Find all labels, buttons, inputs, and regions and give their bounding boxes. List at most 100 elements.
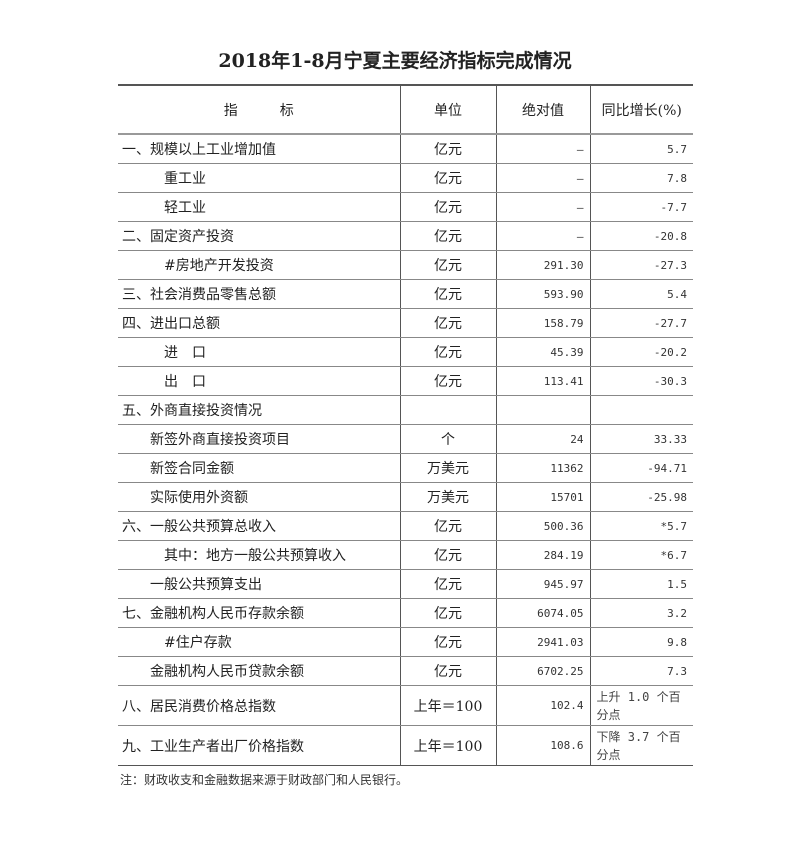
row-value: 45.39: [495, 337, 590, 367]
row-unit: 亿元: [399, 511, 496, 541]
table-header: 指 标 单位 绝对值 同比增长(%): [118, 84, 693, 135]
row-name: 六、一般公共预算总收入: [118, 511, 400, 541]
row-growth: 下降 3.7 个百分点: [589, 725, 693, 766]
row-growth: 7.8: [589, 163, 693, 193]
table-row: 九、工业生产者出厂价格指数 上年＝100 108.6 下降 3.7 个百分点: [118, 725, 693, 766]
row-name: 金融机构人民币贷款余额: [118, 656, 400, 686]
row-name: #房地产开发投资: [118, 250, 400, 280]
table-row: 一般公共预算支出 亿元 945.97 1.5: [118, 569, 693, 599]
row-growth: 9.8: [589, 627, 693, 657]
row-growth: -94.71: [589, 453, 693, 483]
page-title: 2018年1-8月宁夏主要经济指标完成情况: [218, 50, 572, 72]
row-unit: 亿元: [399, 134, 496, 164]
row-value: 284.19: [495, 540, 590, 570]
row-name: 轻工业: [118, 192, 400, 222]
row-value: 24: [495, 424, 590, 454]
table-row: 二、固定资产投资 亿元 — -20.8: [118, 221, 693, 251]
row-value: 108.6: [495, 725, 590, 766]
row-growth: *6.7: [589, 540, 693, 570]
row-value: 945.97: [495, 569, 590, 599]
row-growth: -20.2: [589, 337, 693, 367]
row-name: 七、金融机构人民币存款余额: [118, 598, 400, 628]
row-name: 进 口: [118, 337, 400, 367]
row-value: 500.36: [495, 511, 590, 541]
table-row: #住户存款 亿元 2941.03 9.8: [118, 627, 693, 657]
table-row: 实际使用外资额 万美元 15701 -25.98: [118, 482, 693, 512]
row-unit: 亿元: [399, 337, 496, 367]
row-value: 2941.03: [495, 627, 590, 657]
row-name: 出 口: [118, 366, 400, 396]
row-unit: 亿元: [399, 598, 496, 628]
row-name: 其中：地方一般公共预算收入: [118, 540, 400, 570]
row-value: —: [495, 134, 590, 164]
table-row: 新签合同金额 万美元 11362 -94.71: [118, 453, 693, 483]
table-row: 八、居民消费价格总指数 上年＝100 102.4 上升 1.0 个百分点: [118, 685, 693, 726]
indicator-table: 指 标 单位 绝对值 同比增长(%) 一、规模以上工业增加值 亿元 —5.7 重工业亿…: [118, 84, 693, 766]
row-name: 一、规模以上工业增加值: [118, 134, 400, 164]
header-unit: 单位: [399, 84, 496, 135]
row-value: —: [495, 163, 590, 193]
row-unit: 亿元: [399, 656, 496, 686]
row-growth: 5.7: [589, 134, 693, 164]
row-value: —: [495, 192, 590, 222]
row-unit: 亿元: [399, 221, 496, 251]
row-unit: 亿元: [399, 540, 496, 570]
row-unit: 亿元: [399, 627, 496, 657]
row-unit: 个: [399, 424, 496, 454]
row-growth: 33.33: [589, 424, 693, 454]
row-name: 二、固定资产投资: [118, 221, 400, 251]
table-row: 七、金融机构人民币存款余额 亿元 6074.05 3.2: [118, 598, 693, 628]
table-row: 四、进出口总额 亿元 158.79 -27.7: [118, 308, 693, 338]
row-growth: -27.3: [589, 250, 693, 280]
table-row: 金融机构人民币贷款余额 亿元 6702.25 7.3: [118, 656, 693, 686]
table-row: 三、社会消费品零售总额 亿元 593.90 5.4: [118, 279, 693, 309]
row-name: 实际使用外资额: [118, 482, 400, 512]
row-unit: 亿元: [399, 308, 496, 338]
row-name: 新签外商直接投资项目: [118, 424, 400, 454]
row-value: 102.4: [495, 685, 590, 726]
table-row: 五、外商直接投资情况: [118, 395, 693, 425]
row-unit: 上年＝100: [399, 685, 496, 726]
row-growth: 上升 1.0 个百分点: [589, 685, 693, 726]
row-unit: 上年＝100: [399, 725, 496, 766]
row-growth: -7.7: [589, 192, 693, 222]
row-unit: 亿元: [399, 279, 496, 309]
row-value: 593.90: [495, 279, 590, 309]
row-unit: 万美元: [399, 453, 496, 483]
row-value: 113.41: [495, 366, 590, 396]
table-row: 一、规模以上工业增加值 亿元 —5.7: [118, 134, 693, 164]
row-unit: [399, 395, 496, 425]
table-row: 新签外商直接投资项目个 24 33.33: [118, 424, 693, 454]
row-name: 新签合同金额: [118, 453, 400, 483]
row-growth: 5.4: [589, 279, 693, 309]
row-unit: 亿元: [399, 192, 496, 222]
row-value: —: [495, 221, 590, 251]
table-row: #房地产开发投资 亿元 291.30 -27.3: [118, 250, 693, 280]
row-unit: 亿元: [399, 163, 496, 193]
row-value: 15701: [495, 482, 590, 512]
row-growth: -20.8: [589, 221, 693, 251]
row-value: 11362: [495, 453, 590, 483]
row-growth: -30.3: [589, 366, 693, 396]
table-row: 出 口亿元 113.41 -30.3: [118, 366, 693, 396]
row-growth: 3.2: [589, 598, 693, 628]
row-growth: [589, 395, 693, 425]
row-value: 158.79: [495, 308, 590, 338]
header-indicator: 指 标: [118, 84, 400, 135]
header-growth: 同比增长(%): [589, 84, 693, 135]
row-value: 6074.05: [495, 598, 590, 628]
row-unit: 亿元: [399, 250, 496, 280]
row-name: 一般公共预算支出: [118, 569, 400, 599]
header-value: 绝对值: [495, 84, 590, 135]
row-value: [495, 395, 590, 425]
row-value: 291.30: [495, 250, 590, 280]
row-name: 四、进出口总额: [118, 308, 400, 338]
row-name: 九、工业生产者出厂价格指数: [118, 725, 400, 766]
footnote: 注：财政收支和金融数据来源于财政部门和人民银行。: [120, 773, 409, 787]
row-unit: 亿元: [399, 569, 496, 599]
table-row: 其中：地方一般公共预算收入 亿元 284.19 *6.7: [118, 540, 693, 570]
row-name: 八、居民消费价格总指数: [118, 685, 400, 726]
table-row: 进 口亿元 45.39 -20.2: [118, 337, 693, 367]
row-growth: *5.7: [589, 511, 693, 541]
row-growth: 7.3: [589, 656, 693, 686]
